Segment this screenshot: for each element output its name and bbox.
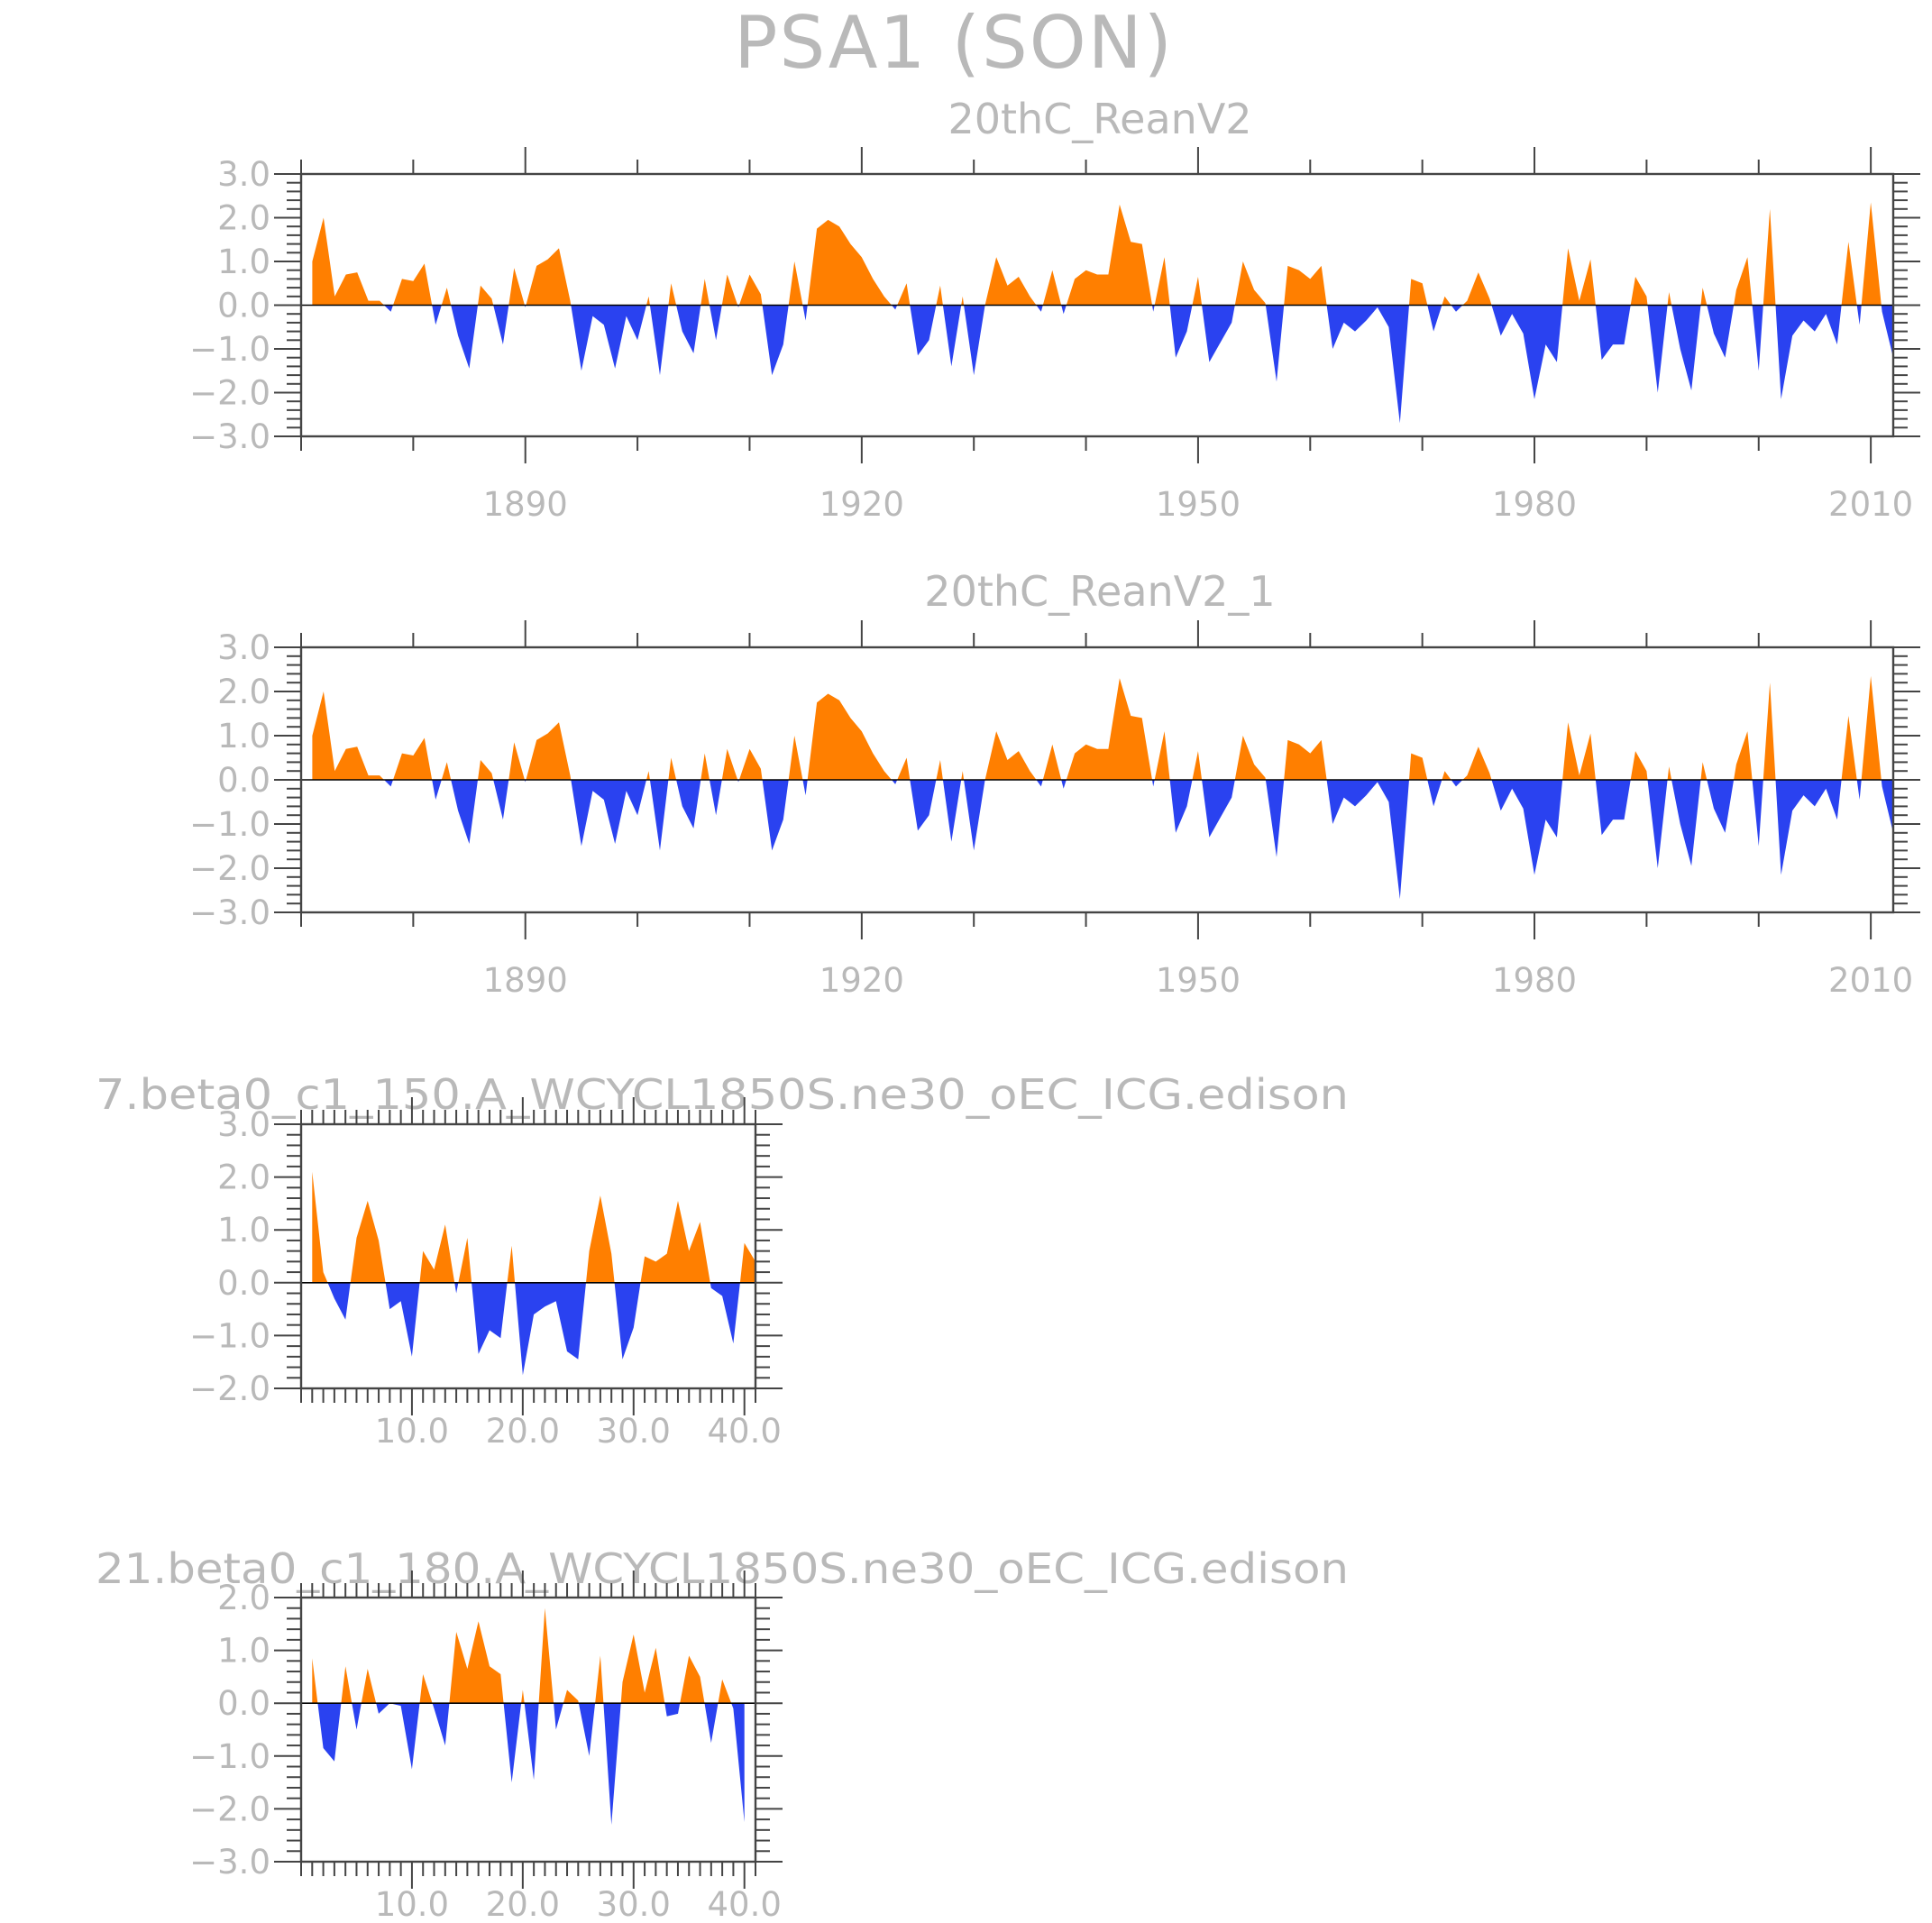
x-tick-label: 40.0 (708, 1885, 782, 1923)
y-tick-label: −3.0 (189, 1843, 270, 1882)
positive-area (312, 1607, 745, 1704)
panel-title: 20thC_ReanV2 (948, 95, 1251, 143)
negative-area (312, 305, 1893, 424)
y-tick-label: −2.0 (189, 1790, 270, 1828)
y-tick-label: 3.0 (217, 1105, 270, 1144)
panels: 20thC_ReanV2 −3.0 −2.0 −1.0 0.0 1.0 2.0 3.0 1890… (96, 95, 1920, 1923)
y-tick-label: −1.0 (189, 805, 270, 844)
chart-panel-1: 20thC_ReanV2 −3.0 −2.0 −1.0 0.0 1.0 2.0 3.0 1890… (189, 95, 1920, 524)
x-tick-label: 20.0 (486, 1885, 560, 1923)
y-tick-label: 2.0 (217, 673, 270, 711)
y-tick-label: 2.0 (217, 1579, 270, 1617)
y-tick-label: −3.0 (189, 893, 270, 932)
y-tick-label: 1.0 (217, 243, 270, 281)
y-tick-label: 2.0 (217, 199, 270, 238)
y-tick-label: 0.0 (217, 1264, 270, 1303)
y-tick-label: 1.0 (217, 1632, 270, 1671)
chart-panel-4: 21.beta0_c1_180.A_WCYCL1850S.ne30_oEC_IC… (96, 1544, 1349, 1923)
y-tick-label: −2.0 (189, 1369, 270, 1408)
chart-panel-3: 7.beta0_c1_150.A_WCYCL1850S.ne30_oEC_ICG… (96, 1070, 1349, 1451)
y-tick-label: 0.0 (217, 1684, 270, 1723)
y-tick-label: 0.0 (217, 287, 270, 325)
figure-title: PSA1 (SON) (734, 1, 1174, 85)
x-tick-label: 1950 (1156, 961, 1241, 1000)
y-tick-label: 1.0 (217, 1211, 270, 1250)
plot-frame (299, 1596, 757, 1863)
y-tick-label: 1.0 (217, 717, 270, 755)
y-tick-label: 0.0 (217, 761, 270, 800)
negative-area (312, 1703, 745, 1825)
positive-area (312, 1171, 755, 1283)
y-tick-label: 2.0 (217, 1158, 270, 1197)
x-tick-label: 1890 (483, 961, 568, 1000)
y-tick-label: −1.0 (189, 1316, 270, 1355)
positive-area (312, 202, 1893, 306)
y-tick-label: −2.0 (189, 849, 270, 888)
y-tick-label: −1.0 (189, 330, 270, 369)
x-tick-label: 20.0 (486, 1412, 560, 1451)
x-tick-label: 30.0 (597, 1412, 671, 1451)
chart-panel-2: 20thC_ReanV2_1 −3.0 −2.0 −1.0 0.0 1.0 2.0 3.0 18… (189, 567, 1920, 1000)
x-tick-label: 1980 (1492, 961, 1577, 1000)
panel-title: 20thC_ReanV2_1 (924, 567, 1275, 616)
x-tick-label: 1920 (819, 961, 904, 1000)
x-tick-label: 1980 (1492, 485, 1577, 524)
negative-area (312, 1282, 755, 1376)
x-tick-label: 1950 (1156, 485, 1241, 524)
positive-area (312, 675, 1893, 780)
x-tick-label: 2010 (1828, 485, 1913, 524)
x-tick-label: 1920 (819, 485, 904, 524)
x-tick-label: 2010 (1828, 961, 1913, 1000)
x-tick-label: 10.0 (375, 1885, 449, 1923)
y-tick-label: −3.0 (189, 417, 270, 456)
plot-frame (299, 1122, 757, 1390)
y-tick-label: 3.0 (217, 155, 270, 194)
x-tick-label: 30.0 (597, 1885, 671, 1923)
x-tick-label: 10.0 (375, 1412, 449, 1451)
y-tick-label: 3.0 (217, 628, 270, 667)
x-tick-label: 1890 (483, 485, 568, 524)
y-tick-label: −2.0 (189, 374, 270, 413)
negative-area (312, 780, 1893, 900)
x-tick-label: 40.0 (708, 1412, 782, 1451)
y-tick-label: −1.0 (189, 1737, 270, 1776)
